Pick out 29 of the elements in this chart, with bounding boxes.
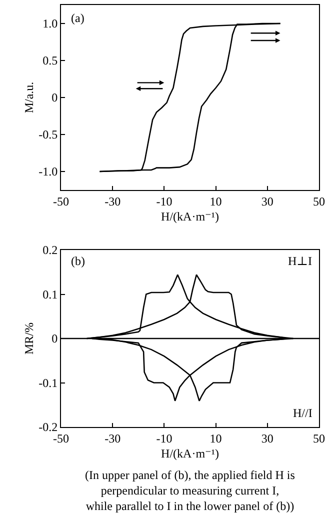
x-tick-label: 50 (313, 194, 325, 208)
annotation: H//I (293, 406, 312, 420)
text: (In upper panel of (b), the applied field H is perpendicular to measuring current I, while parallel to I in the lower panel of (b)) (85, 468, 296, 514)
y-axis-title: M/a.u. (22, 82, 36, 114)
y-tick-label: 1.0 (42, 16, 58, 31)
annotation: (a) (71, 11, 84, 25)
y-tick-label: -0.1 (38, 376, 58, 390)
x-tick-label: -50 (53, 194, 69, 208)
y-tick-label: 0.5 (42, 54, 58, 68)
x-tick-label: 50 (313, 431, 325, 446)
y-tick-label: 0 (52, 90, 58, 105)
y-tick-label: -0.5 (38, 128, 58, 142)
x-tick-label: -10 (156, 194, 172, 208)
x-tick-label: 30 (261, 194, 274, 208)
annotation: H⊥I (288, 254, 312, 268)
y-tick-label: 0.1 (42, 287, 58, 302)
x-tick-label: -30 (104, 194, 121, 208)
x-tick-label: 30 (261, 431, 274, 446)
x-axis-title: H/(kA·m⁻¹) (161, 446, 219, 460)
y-tick-label: -1.0 (38, 164, 58, 179)
x-tick-label: -30 (104, 431, 121, 446)
y-tick-label: 0 (52, 332, 58, 346)
annotation: (b) (71, 254, 85, 268)
y-tick-label: 0.2 (42, 243, 58, 258)
x-tick-label: 10 (210, 431, 222, 446)
x-tick-label: -10 (156, 431, 172, 446)
y-axis-title: MR/% (22, 322, 36, 355)
x-axis-title: H/(kA·m⁻¹) (161, 209, 219, 224)
x-tick-label: 10 (210, 194, 222, 208)
